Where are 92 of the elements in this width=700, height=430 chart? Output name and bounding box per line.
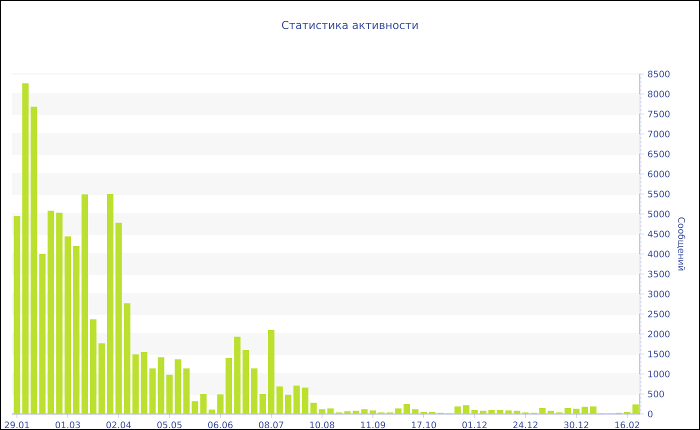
- bar: [64, 236, 72, 414]
- bar: [22, 83, 29, 414]
- y-tick-label: 6500: [648, 150, 670, 158]
- x-tick-label: 01.03: [56, 422, 80, 428]
- y-tick-label: 7500: [648, 110, 670, 118]
- x-tick-label: 02.04: [106, 422, 131, 428]
- bar: [276, 386, 283, 414]
- x-tick-label: 05.05: [157, 422, 182, 428]
- y-tick-label: 7000: [648, 130, 670, 138]
- y-tick-label: 5000: [648, 210, 670, 218]
- y-tick-label: 1000: [648, 370, 670, 378]
- y-tick-label: 3500: [648, 270, 670, 278]
- chart-title: Статистика активности: [282, 20, 418, 30]
- bar: [158, 357, 164, 414]
- y-tick-label: 8500: [648, 70, 670, 78]
- bar: [488, 410, 495, 414]
- bar: [183, 368, 190, 414]
- bar: [260, 394, 266, 414]
- y-tick-label: 2000: [648, 330, 670, 338]
- bar: [90, 319, 96, 414]
- x-tick-label: 10.08: [310, 422, 334, 428]
- bar: [539, 408, 546, 414]
- bar: [462, 405, 470, 414]
- bar: [632, 404, 639, 414]
- y-tick-label: 5500: [648, 190, 670, 198]
- bar: [496, 410, 504, 414]
- bar: [242, 350, 250, 414]
- bar: [106, 194, 114, 414]
- x-tick-label: 17.10: [412, 422, 436, 428]
- bar: [251, 368, 258, 414]
- bar: [590, 406, 596, 414]
- y-tick-label: 500: [648, 390, 664, 398]
- bar: [302, 388, 308, 414]
- bar: [192, 401, 198, 414]
- y-tick-label: 1500: [648, 350, 670, 358]
- y-tick-label: 6000: [648, 170, 670, 178]
- bar: [149, 368, 156, 414]
- bar: [200, 394, 207, 414]
- bar: [412, 409, 419, 414]
- bar: [344, 411, 351, 414]
- bar: [318, 409, 326, 414]
- bar: [454, 406, 461, 414]
- bar: [361, 409, 368, 414]
- y-tick-label: 4500: [648, 230, 670, 238]
- y-tick-label: 8000: [648, 90, 670, 98]
- bar: [217, 394, 224, 414]
- x-tick-label: 24.12: [513, 422, 538, 428]
- bar: [370, 410, 376, 414]
- x-tick-label: 30.12: [564, 422, 588, 428]
- bar: [73, 246, 80, 414]
- bar: [548, 410, 554, 414]
- bar: [293, 386, 300, 414]
- y-tick-label: 0: [648, 410, 653, 418]
- bar: [124, 303, 130, 414]
- bar: [564, 408, 572, 414]
- bar: [140, 352, 148, 414]
- bar: [404, 404, 410, 414]
- bar: [284, 394, 292, 414]
- x-tick-label: 11.09: [361, 422, 386, 428]
- x-tick-label: 08.07: [258, 422, 284, 428]
- y-tick-label: 4000: [648, 250, 670, 258]
- bar: [174, 359, 182, 414]
- bar: [98, 343, 105, 414]
- x-tick-label: 01.12: [462, 422, 487, 428]
- bar: [352, 410, 360, 414]
- y-tick-label: 3000: [648, 290, 670, 298]
- bar: [39, 254, 46, 414]
- bar: [268, 330, 274, 414]
- bar: [480, 410, 486, 414]
- bar: [56, 212, 63, 414]
- bar: [327, 408, 334, 414]
- bar: [505, 410, 512, 414]
- bar: [208, 410, 216, 414]
- bar: [226, 358, 232, 414]
- bar: [395, 408, 402, 414]
- bar: [310, 402, 317, 414]
- bar: [48, 210, 54, 414]
- y-tick-label: 2500: [648, 310, 670, 318]
- bar: [82, 194, 88, 414]
- y-axis-title: Сообщений: [677, 217, 686, 270]
- bar: [115, 222, 122, 414]
- bar: [30, 106, 38, 414]
- bar: [471, 410, 478, 414]
- bar: [14, 216, 20, 414]
- bar: [234, 336, 241, 414]
- x-tick-label: 16.02: [615, 422, 640, 428]
- bar: [132, 354, 139, 414]
- bar: [573, 408, 580, 414]
- x-tick-label: 06.06: [208, 422, 233, 428]
- x-tick-label: 29.01: [4, 422, 29, 428]
- bar: [582, 406, 588, 414]
- bar: [166, 374, 173, 414]
